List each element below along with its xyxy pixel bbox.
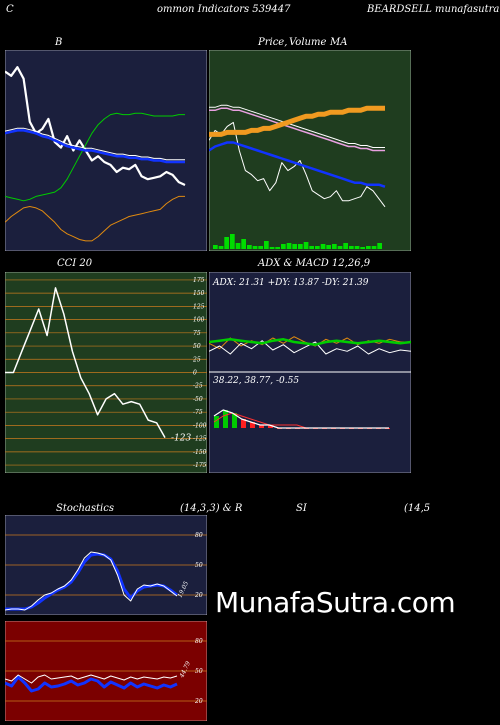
cci-line	[5, 287, 166, 438]
cci-value-label: -123	[171, 434, 191, 444]
volume-bar	[275, 247, 280, 249]
rsi-tick-label: 80	[195, 638, 203, 645]
price-chart	[209, 50, 411, 251]
bollinger-chart	[5, 50, 207, 251]
cci-tick-label: 50	[193, 343, 201, 350]
macd-histogram-bar	[268, 425, 273, 428]
macd-readout: 38.22, 38.77, -0.55	[213, 376, 299, 386]
cci-tick-label: -50	[193, 396, 203, 403]
macd-histogram-bar	[214, 416, 219, 428]
price-title-a: Price,	[258, 37, 288, 48]
volume-bar	[230, 234, 235, 249]
bollinger-lower-line	[5, 195, 185, 242]
volume-bar	[252, 246, 258, 249]
volume-bar	[258, 246, 263, 249]
cci-tick-label: -100	[193, 422, 207, 429]
cci-tick-label: 0	[193, 370, 197, 377]
bollinger-middle-band-line-shadow	[5, 127, 185, 161]
adx-title: ADX & MACD 12,26,9	[258, 258, 371, 269]
stoch-title-b: (14,3,3) & R	[180, 503, 243, 514]
price-ma-a-line-shadow	[209, 104, 385, 148]
price-title-c: MA	[330, 37, 348, 48]
cci-tick-label: 25	[192, 356, 201, 363]
stochastics-tick-label: 50	[195, 562, 203, 569]
stochastics-tick-label: 80	[195, 532, 203, 539]
cci-title: CCI 20	[57, 258, 93, 269]
volume-bar	[286, 243, 292, 249]
stochastics-d-line	[5, 552, 178, 611]
macd-histogram-bar	[223, 410, 228, 428]
volume-bar	[264, 241, 269, 249]
volume-bar	[337, 246, 343, 249]
rsi-tick-label: 20	[194, 698, 203, 705]
stoch-title-d: (14,5	[404, 503, 431, 514]
bollinger-title: B	[55, 37, 63, 48]
price-ma_orange-line	[209, 105, 385, 137]
volume-bar	[332, 244, 337, 249]
adx-macd-chart: ADX: 21.31 +DY: 13.87 -DY: 21.39 38.22, …	[209, 272, 411, 473]
adx-line	[209, 338, 411, 346]
cci-chart: 175 150 125 100 75 50 25 0 -25 -50 -75 -100 -125 -150…	[5, 272, 207, 473]
volume-bar	[241, 239, 246, 249]
volume-bar	[224, 237, 229, 249]
bollinger-background	[5, 50, 207, 251]
bollinger-middle-line	[5, 129, 185, 164]
cci-tick-label: -125	[193, 436, 207, 443]
volume-bar	[354, 246, 360, 249]
cci-tick-label: -150	[193, 449, 207, 456]
cci-tick-label: 75	[193, 330, 201, 337]
volume-bar	[292, 244, 297, 249]
price-title-b: Volume	[289, 37, 327, 48]
volume-bar	[349, 246, 354, 249]
volume-bar	[298, 244, 303, 249]
cci-tick-label: 125	[193, 303, 205, 310]
macd-histogram-bar	[241, 419, 246, 428]
cci-tick-label: 100	[193, 317, 205, 324]
volume-bar	[235, 243, 241, 249]
watermark: MunafaSutra.com	[215, 586, 456, 619]
volume-bar	[269, 247, 275, 249]
rsi-tick-label: 50	[195, 668, 203, 675]
price-ma_b-line	[209, 141, 386, 188]
cci-tick-label: 175	[193, 277, 205, 284]
header-left: C	[6, 4, 14, 15]
stoch-title-c: SI	[296, 503, 307, 514]
volume-bar	[360, 247, 365, 249]
volume-bar	[315, 246, 320, 249]
volume-bar	[303, 242, 309, 249]
volume-bar	[213, 245, 218, 249]
volume-bar	[377, 243, 382, 249]
volume-bar	[343, 243, 348, 249]
stoch-title-a: Stochastics	[56, 503, 114, 514]
volume-bar	[366, 246, 371, 249]
cci-tick-label: 150	[193, 290, 205, 297]
volume-bar	[320, 244, 326, 249]
bollinger-upper-line	[5, 112, 185, 202]
header-center: ommon Indicators 539447	[157, 4, 291, 15]
volume-bar	[371, 246, 377, 249]
volume-bar	[281, 244, 286, 249]
rsi-mfi-line	[5, 675, 178, 693]
macd-line	[213, 409, 389, 429]
macd-histogram-bar	[232, 413, 237, 428]
cci-tick-label: -25	[193, 383, 203, 390]
macd-histogram-bar	[250, 422, 255, 428]
stochastics-tick-label: 20	[194, 592, 203, 599]
volume-bar	[247, 245, 252, 249]
adx-readout: ADX: 21.31 +DY: 13.87 -DY: 21.39	[212, 278, 369, 288]
volume-bar	[309, 246, 314, 249]
volume-bar	[218, 246, 224, 249]
price-ma_a-line	[209, 107, 385, 152]
volume-bar	[326, 245, 331, 249]
rsi-line	[5, 674, 178, 684]
bollinger-price-line	[5, 66, 186, 186]
macd-histogram-bar	[259, 425, 264, 428]
cci-tick-label: -75	[193, 409, 203, 416]
cci-tick-label: -175	[193, 462, 207, 469]
stochastics-k-line	[5, 551, 178, 611]
header-right: BEARDSELL munafasutra.in	[367, 4, 500, 15]
